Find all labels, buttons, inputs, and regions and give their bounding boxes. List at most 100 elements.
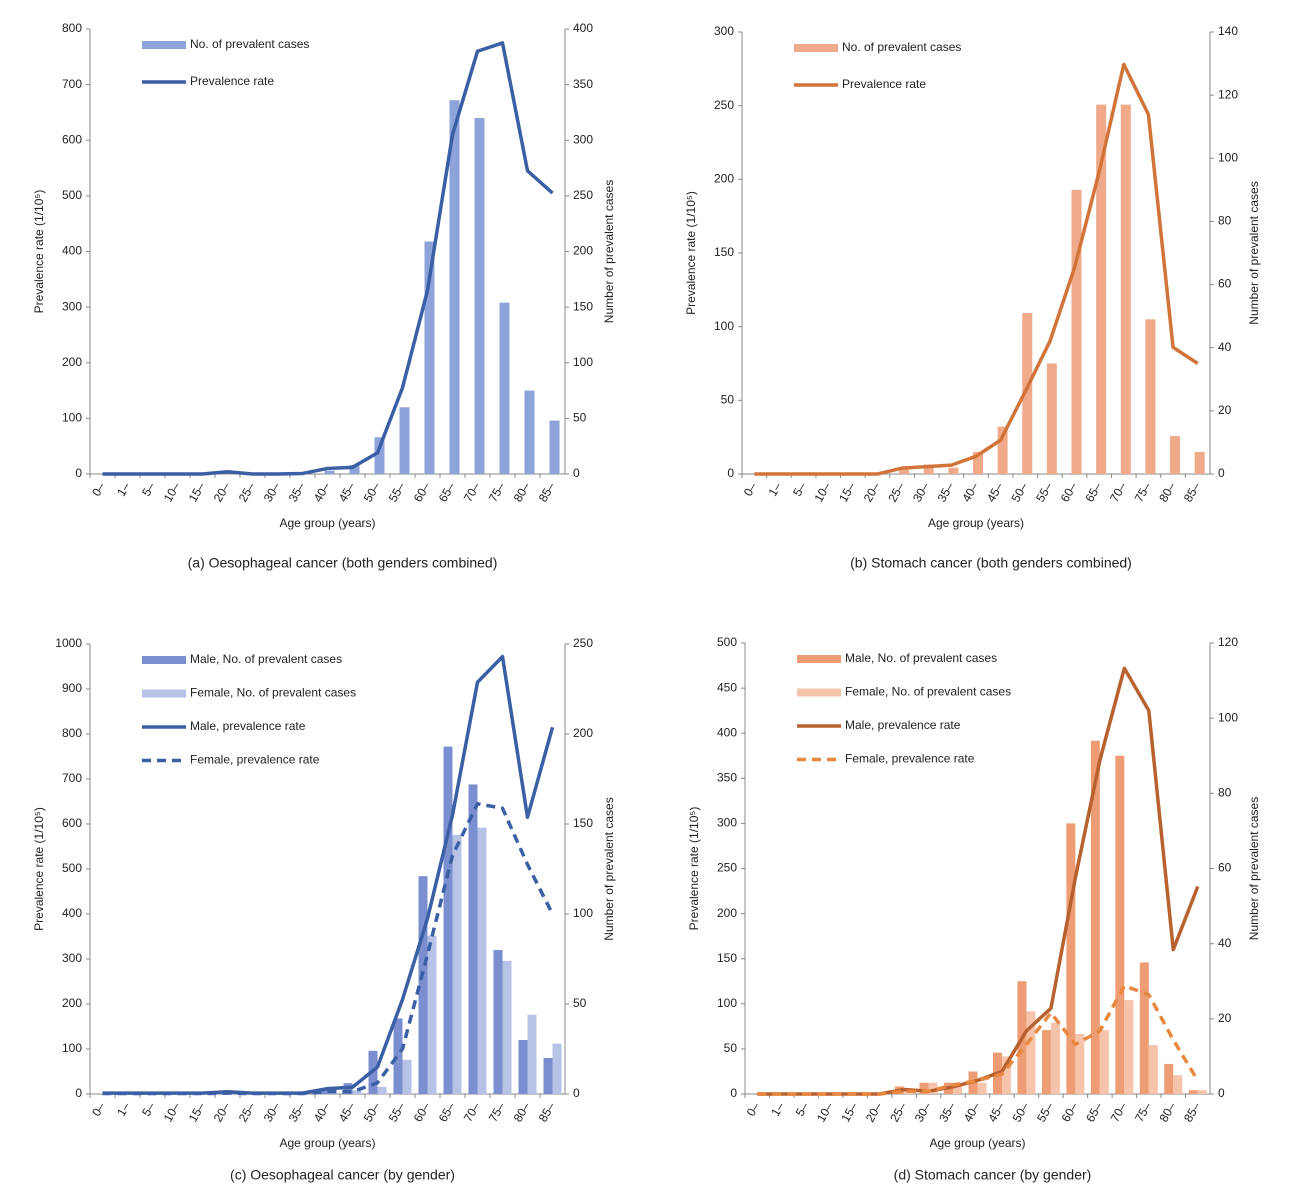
x-tick-label: 10– [814, 1100, 836, 1125]
x-tick-label: 1– [114, 1100, 133, 1119]
y-tick-label: 250 [714, 98, 734, 112]
x-tick-label: 25– [887, 1100, 909, 1125]
legend-label: Male, prevalence rate [190, 719, 306, 733]
x-tick-label: 1– [765, 480, 784, 499]
x-tick-label: 15– [186, 480, 208, 505]
x-tick-label: 30– [910, 480, 932, 505]
bar [527, 1014, 537, 1094]
bar [499, 302, 510, 474]
y-tick-label: 100 [717, 996, 737, 1010]
bar [919, 1082, 929, 1094]
y2-axis-label: Number of prevalent cases [602, 797, 616, 940]
x-tick-label: 50– [1010, 1100, 1032, 1125]
y2-tick-label: 50 [573, 411, 587, 425]
x-tick-label: 65– [436, 480, 458, 505]
legend-label: Male, No. of prevalent cases [845, 651, 997, 665]
y-tick-label: 200 [62, 996, 82, 1010]
line [102, 41, 554, 476]
x-tick-label: 75– [486, 480, 508, 505]
legend-label: Female, No. of prevalent cases [190, 686, 356, 700]
y2-tick-label: 50 [573, 996, 587, 1010]
bar [1194, 451, 1205, 474]
y-tick-label: 600 [62, 816, 82, 830]
y2-axis-label: Number of prevalent cases [602, 180, 616, 323]
x-tick-label: 25– [236, 1100, 258, 1125]
x-tick-label: 55– [386, 480, 408, 505]
x-tick-label: 35– [935, 480, 957, 505]
x-tick-label: 80– [511, 480, 533, 505]
x-axis-label: Age group (years) [929, 1136, 1025, 1150]
bar [1026, 1011, 1036, 1094]
y-tick-label: 300 [717, 816, 737, 830]
bar [1066, 823, 1076, 1094]
y-tick-label: 400 [717, 725, 737, 739]
x-tick-label: 70– [461, 480, 483, 505]
y2-tick-label: 100 [1218, 150, 1238, 164]
x-tick-label: 40– [959, 480, 981, 505]
y2-tick-label: 250 [573, 188, 593, 202]
y-tick-label: 500 [717, 635, 737, 649]
legend-label: Male, No. of prevalent cases [190, 652, 342, 666]
y-tick-label: 0 [75, 466, 82, 480]
x-tick-label: 85– [1181, 1100, 1203, 1125]
x-tick-label: 15– [186, 1100, 208, 1125]
bar [374, 437, 385, 474]
bar [977, 1082, 987, 1094]
caption: (d) Stomach cancer (by gender) [894, 1167, 1092, 1183]
bar [477, 827, 487, 1094]
y2-tick-label: 300 [573, 132, 593, 146]
y2-axis-label: Number of prevalent cases [1247, 181, 1261, 324]
y-axis-label: Prevalence rate (1/10⁵) [32, 190, 46, 314]
bar [1046, 363, 1057, 474]
x-tick-label: 80– [511, 1100, 533, 1125]
bar [402, 1059, 412, 1094]
x-tick-label: 25– [236, 480, 258, 505]
y2-tick-label: 150 [573, 816, 593, 830]
line [757, 666, 1200, 1096]
x-tick-label: 45– [336, 1100, 358, 1125]
y-tick-label: 50 [724, 1041, 738, 1055]
legend-swatch [797, 688, 841, 697]
y-tick-label: 0 [727, 466, 734, 480]
bar [899, 467, 910, 474]
y-tick-label: 100 [62, 411, 82, 425]
bar [377, 1086, 387, 1094]
y2-tick-label: 140 [1218, 24, 1238, 38]
bar [552, 1043, 562, 1094]
y2-tick-label: 20 [1218, 403, 1232, 417]
y-tick-label: 800 [62, 726, 82, 740]
y2-tick-label: 100 [573, 906, 593, 920]
y2-tick-label: 200 [573, 244, 593, 258]
y2-tick-label: 60 [1218, 861, 1232, 875]
x-tick-label: 50– [361, 1100, 383, 1125]
bar [427, 935, 437, 1094]
y2-tick-label: 0 [573, 466, 580, 480]
bar [543, 1058, 553, 1094]
bar [1164, 1063, 1174, 1094]
bar [549, 420, 560, 474]
x-tick-label: 85– [536, 1100, 558, 1125]
x-tick-label: 5– [790, 480, 809, 499]
y2-tick-label: 40 [1218, 936, 1232, 950]
bar [928, 1082, 938, 1094]
y2-tick-label: 100 [573, 355, 593, 369]
bar [452, 834, 462, 1094]
bar [1090, 740, 1100, 1094]
bar [449, 100, 460, 474]
x-tick-label: 30– [261, 480, 283, 505]
y-tick-label: 200 [717, 906, 737, 920]
x-tick-label: 30– [261, 1100, 283, 1125]
caption: (c) Oesophageal cancer (by gender) [230, 1167, 455, 1183]
bar [524, 390, 535, 474]
y2-axis-label: Number of prevalent cases [1247, 797, 1261, 940]
x-tick-label: 75– [1132, 480, 1154, 505]
legend-label: No. of prevalent cases [842, 40, 961, 54]
x-tick-label: 10– [161, 480, 183, 505]
x-tick-label: 70– [461, 1100, 483, 1125]
y-tick-label: 250 [717, 861, 737, 875]
x-tick-label: 30– [912, 1100, 934, 1125]
bar [1170, 436, 1181, 474]
legend-swatch [797, 655, 841, 663]
y2-tick-label: 150 [573, 299, 593, 313]
